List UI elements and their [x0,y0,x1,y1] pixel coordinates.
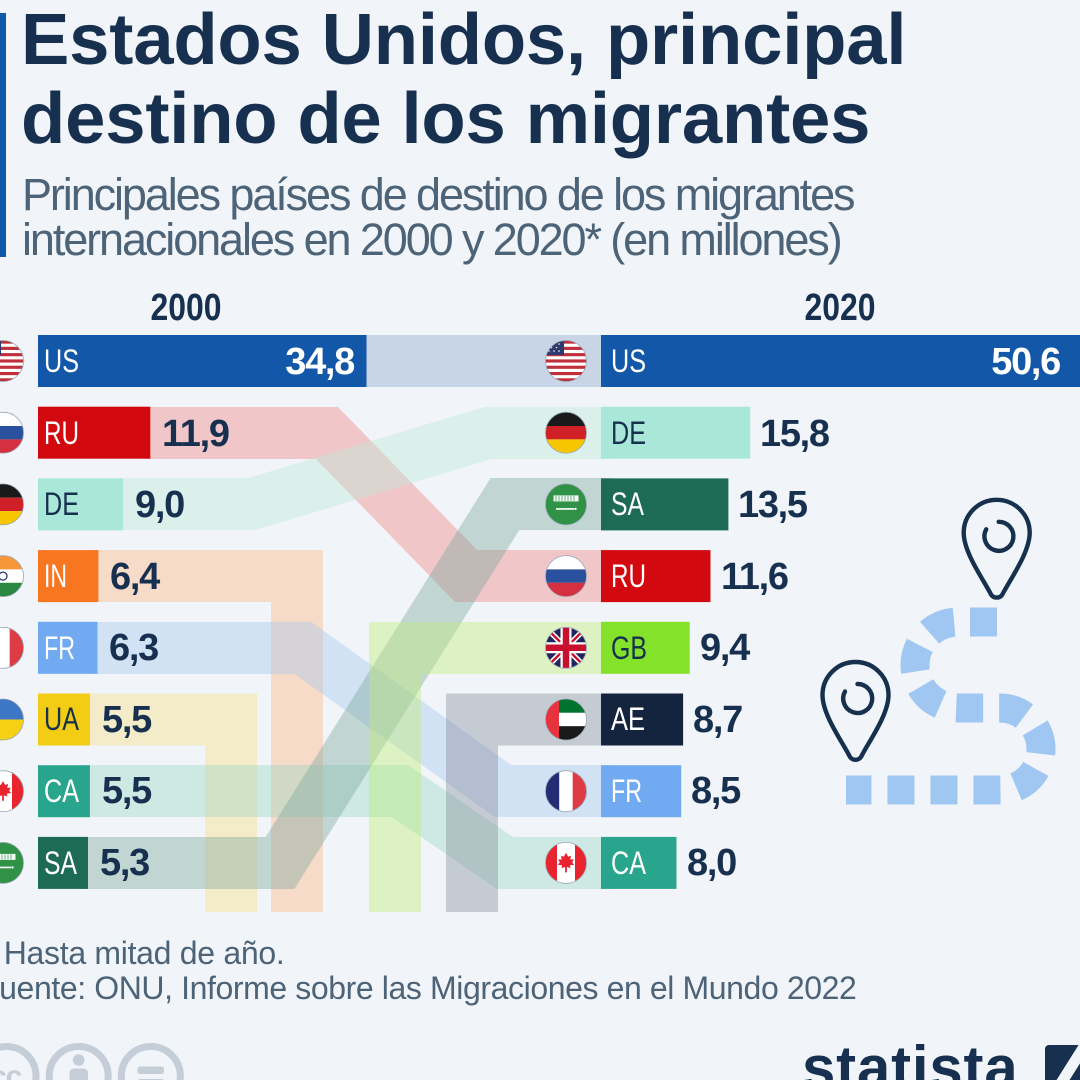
svg-text:internacionales en 2000 y 2020: internacionales en 2000 y 2020* (en mill… [22,214,841,265]
svg-text:FR: FR [44,630,75,666]
svg-text:2020: 2020 [805,287,876,329]
svg-text:* Hasta mitad de año.: * Hasta mitad de año. [0,935,284,971]
svg-text:34,8: 34,8 [285,341,354,383]
svg-text:statista: statista [802,1034,1019,1080]
svg-text:RU: RU [44,415,79,451]
svg-text:destino de los migrantes: destino de los migrantes [21,78,870,159]
svg-text:50,6: 50,6 [991,341,1060,383]
svg-text:CA: CA [611,845,646,881]
svg-text:cc: cc [0,1060,22,1080]
svg-text:8,0: 8,0 [687,842,736,884]
svg-text:15,8: 15,8 [760,413,829,455]
svg-text:Fuente: ONU, Informe sobre las: Fuente: ONU, Informe sobre las Migracion… [0,970,856,1006]
svg-text:DE: DE [611,415,646,451]
svg-text:8,5: 8,5 [691,770,741,812]
svg-text:CA: CA [44,773,79,809]
svg-text:11,9: 11,9 [162,413,229,455]
svg-text:5,5: 5,5 [102,770,152,812]
svg-text:FR: FR [611,773,642,809]
svg-text:9,0: 9,0 [135,484,184,526]
svg-text:2000: 2000 [151,287,222,329]
svg-text:GB: GB [611,630,647,666]
svg-text:IN: IN [44,558,67,594]
svg-text:Principales países de destino: Principales países de destino de los mig… [22,169,854,220]
svg-text:SA: SA [611,486,644,522]
svg-text:UA: UA [44,701,79,737]
svg-text:Estados Unidos, principal: Estados Unidos, principal [21,0,906,80]
svg-text:11,6: 11,6 [721,556,788,598]
svg-text:6,3: 6,3 [109,627,158,669]
svg-text:US: US [611,343,646,379]
svg-text:9,4: 9,4 [700,627,750,669]
svg-text:RU: RU [611,558,646,594]
svg-text:8,7: 8,7 [693,699,742,741]
svg-text:AE: AE [611,701,645,737]
svg-text:5,3: 5,3 [100,842,149,884]
svg-text:DE: DE [44,486,79,522]
svg-text:13,5: 13,5 [738,484,808,526]
svg-text:5,5: 5,5 [102,699,152,741]
svg-text:6,4: 6,4 [110,556,160,598]
svg-text:US: US [44,343,79,379]
svg-text:SA: SA [44,845,77,881]
